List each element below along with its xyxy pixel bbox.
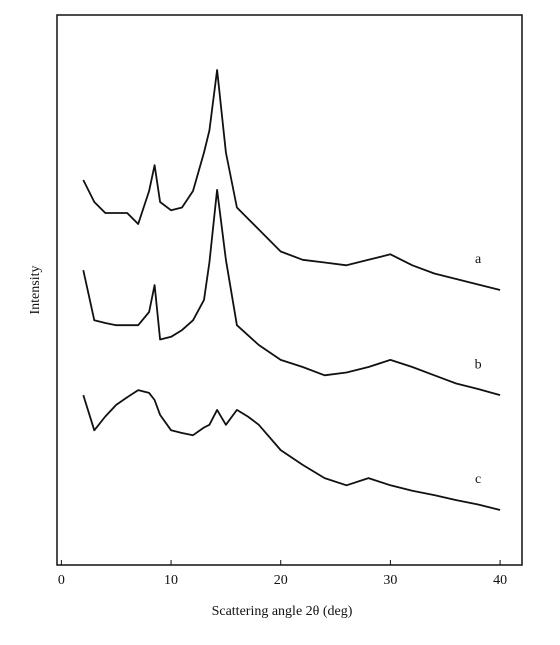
- x-axis-label: Scattering angle 2θ (deg): [212, 604, 353, 619]
- x-tick-label: 0: [58, 573, 65, 588]
- plot-frame: [56, 14, 523, 566]
- x-tick-label: 10: [164, 573, 178, 588]
- series-line: [82, 69, 501, 291]
- x-tick-label: 40: [493, 573, 507, 588]
- x-tick-label: 30: [383, 573, 397, 588]
- series-label: b: [475, 357, 482, 372]
- series-label: c: [475, 472, 481, 487]
- series-line: [82, 189, 501, 396]
- series-line: [82, 389, 501, 511]
- series-label: a: [475, 252, 482, 267]
- y-axis-label: Intensity: [28, 266, 43, 315]
- x-tick-label: 20: [274, 573, 288, 588]
